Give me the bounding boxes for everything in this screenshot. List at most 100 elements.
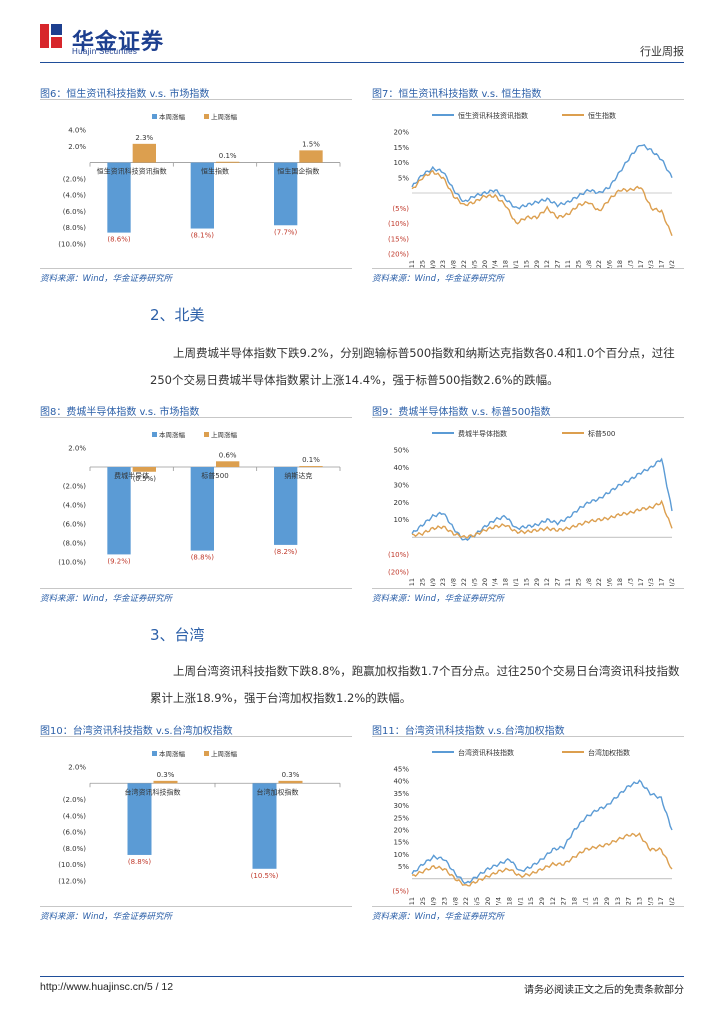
y-tick-label: 40% — [393, 464, 409, 472]
bar-this-week — [190, 467, 214, 551]
bar-this-week — [127, 783, 152, 855]
legend-label: 恒生指数 — [588, 111, 616, 120]
x-tick-label: 2019/8/15 — [522, 260, 530, 268]
section-heading-north-america: 2、北美 — [150, 306, 205, 324]
figure-10-title: 图10：台湾资讯科技指数 v.s.台湾加权指数 — [40, 726, 233, 737]
x-tick-label: 2020/1/3 — [626, 260, 634, 268]
x-tick-label: 2019/5/22 — [460, 578, 468, 586]
legend-label: 台湾资讯科技指数 — [458, 748, 514, 757]
y-tick-label: 5% — [398, 863, 409, 871]
x-tick-label: 2019/4/23 — [441, 897, 449, 905]
y-tick-label: (8.0%) — [63, 540, 87, 548]
x-tick-label: 2020/1/17 — [637, 260, 645, 268]
y-tick-label: 40% — [393, 778, 409, 786]
data-label: 0.1% — [219, 152, 237, 160]
y-tick-label: (10%) — [388, 220, 409, 228]
legend-label: 台湾加权指数 — [588, 748, 630, 757]
y-tick-label: 45% — [393, 766, 409, 774]
x-tick-label: 2019/11/8 — [585, 260, 593, 268]
y-tick-label: (4.0%) — [63, 502, 87, 510]
series-line-primary — [411, 779, 673, 885]
x-tick-label: 2019/7/18 — [502, 578, 510, 586]
y-tick-label: 5% — [398, 174, 409, 182]
figure-6-bottom-rule — [40, 268, 352, 269]
x-tick-label: 2019/4/23 — [439, 578, 447, 586]
x-tick-label: 2019/3/11 — [408, 897, 416, 905]
bar-last-week — [132, 467, 156, 472]
y-tick-label: (2.0%) — [63, 483, 87, 491]
y-tick-label: (10.0%) — [58, 241, 86, 249]
brand-name-en: Huajin Securities — [72, 47, 138, 56]
figure-7-bottom-rule — [372, 268, 684, 269]
x-tick-label: 2019/5/22 — [460, 260, 468, 268]
x-tick-label: 2020/2/3 — [647, 260, 655, 268]
x-tick-label: 2019/10/25 — [574, 578, 582, 586]
y-tick-label: (15%) — [388, 235, 409, 243]
x-tick-label: 2019/3/11 — [408, 578, 416, 586]
figure-10-chart: 本周涨幅 上周涨幅 2.0% (2.0%) (4.0%) (6.0%) (8.0%) (10.… — [40, 739, 352, 905]
data-label: 0.3% — [282, 771, 300, 779]
figure-10-rule — [40, 736, 352, 737]
figure-8-bottom-rule — [40, 588, 352, 589]
figure-8-title: 图8：费城半导体指数 v.s. 市场指数 — [40, 407, 200, 418]
x-tick-label: 2019/12/27 — [625, 897, 633, 905]
x-tick-label: 2019/7/18 — [502, 260, 510, 268]
y-tick-label: 30% — [393, 481, 409, 489]
x-category-label: 恒生资讯科技资讯指数 — [97, 167, 167, 176]
y-tick-label: (2.0%) — [63, 796, 87, 804]
data-label: (8.8%) — [191, 554, 215, 562]
y-tick-label: 4.0% — [68, 127, 86, 135]
bar-this-week — [107, 467, 131, 555]
x-tick-label: 2019/11/8 — [585, 578, 593, 586]
x-tick-label: 2019/10/11 — [564, 260, 572, 268]
x-category-label: 标普500 — [201, 471, 228, 480]
x-tick-label: 2019/9/12 — [549, 897, 557, 905]
legend-label: 上周涨幅 — [211, 430, 238, 439]
data-label: 1.5% — [302, 140, 320, 148]
x-tick-label: 2019/9/27 — [560, 897, 568, 905]
x-tick-label: 2019/3/25 — [418, 260, 426, 268]
x-tick-label: 2020/1/13 — [636, 897, 644, 905]
figure-11-rule — [372, 736, 684, 737]
y-tick-label: 10% — [393, 851, 409, 859]
data-label: (8.6%) — [107, 236, 131, 244]
figure-6-chart: 本周涨幅 上周涨幅 4.0% 2.0% (2.0%) (4.0%) (6.0%) (8.0%)… — [40, 102, 352, 268]
legend-swatch — [152, 751, 157, 756]
x-tick-label: 2019/6/5 — [473, 897, 481, 905]
legend-label: 本周涨幅 — [159, 749, 186, 758]
figure-9-rule — [372, 417, 684, 418]
bar-this-week — [274, 467, 298, 545]
x-category-label: 费城半导体 — [114, 471, 149, 480]
footer-url-link[interactable]: http://www.huajinsc.cn/ — [40, 981, 147, 993]
bar-this-week — [190, 162, 214, 229]
x-tick-label: 2019/6/20 — [481, 578, 489, 586]
data-label: 0.3% — [157, 771, 175, 779]
bar-last-week — [153, 780, 178, 784]
x-category-label: 台湾加权指数 — [257, 787, 299, 796]
x-category-label: 恒生国企指数 — [277, 167, 319, 176]
y-tick-label: (5%) — [392, 888, 409, 896]
x-tick-label: 2019/4/9 — [430, 897, 438, 905]
x-tick-label: 2019/8/29 — [533, 260, 541, 268]
legend-label: 上周涨幅 — [211, 112, 238, 121]
x-tick-label: 2019/8/29 — [538, 897, 546, 905]
chart-legend: 台湾资讯科技指数 台湾加权指数 — [432, 748, 630, 757]
y-tick-label: 10% — [393, 516, 409, 524]
figure-6-rule — [40, 99, 352, 100]
y-tick-label: 20% — [393, 129, 409, 137]
x-tick-label: 2019/10/25 — [574, 260, 582, 268]
y-tick-label: 30% — [393, 802, 409, 810]
x-tick-label: 2020/2/3 — [646, 897, 654, 905]
x-tick-label: 2019/3/11 — [408, 260, 416, 268]
huajin-logo-icon — [40, 24, 62, 48]
y-tick-label: (12.0%) — [58, 878, 86, 886]
x-tick-label: 2019/6/5 — [470, 578, 478, 586]
x-tick-label: 2019/11/29 — [603, 897, 611, 905]
x-tick-label: 2019/7/18 — [506, 897, 514, 905]
y-tick-label: 15% — [393, 144, 409, 152]
x-tick-label: 2020/3/2 — [668, 897, 676, 905]
figure-7-rule — [372, 99, 684, 100]
data-label: (8.2%) — [274, 548, 298, 556]
series-line-benchmark — [411, 499, 673, 539]
y-tick-label: 35% — [393, 790, 409, 798]
